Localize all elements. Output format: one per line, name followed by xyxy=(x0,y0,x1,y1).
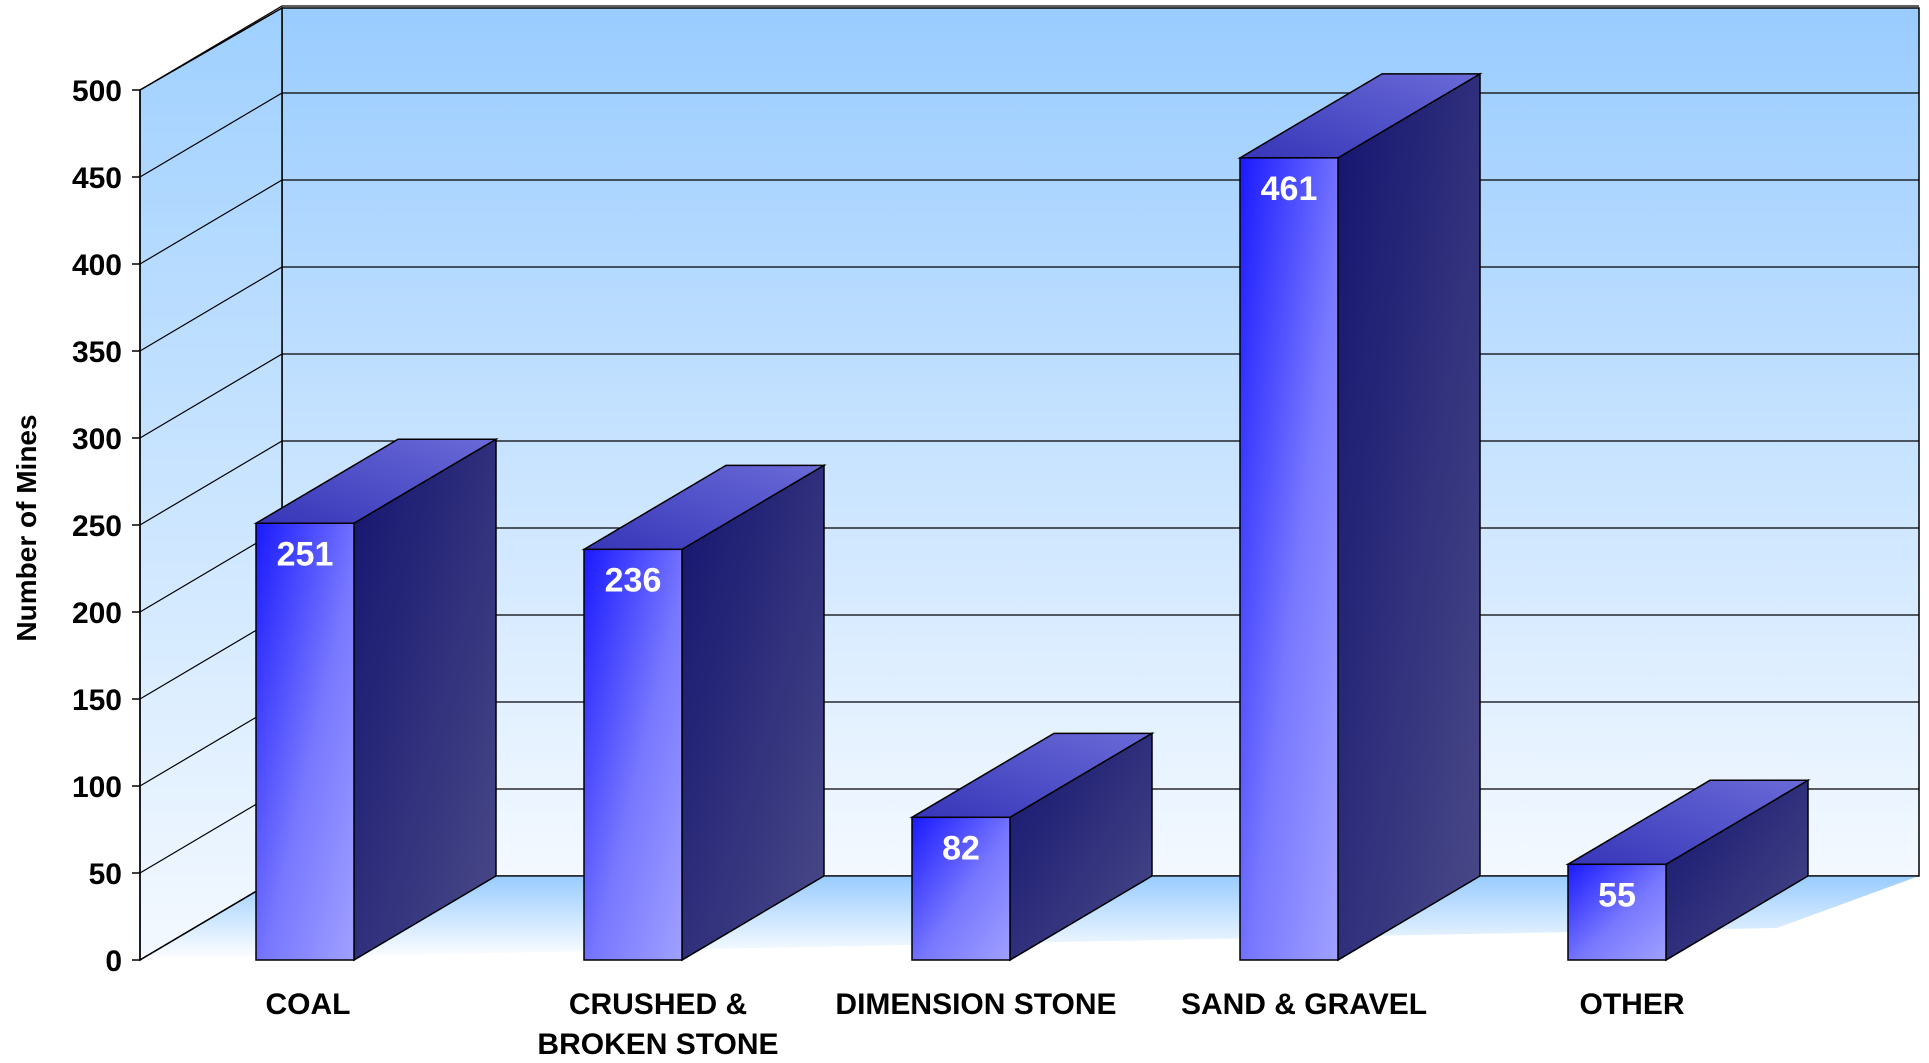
y-axis-title: Number of Mines xyxy=(11,414,42,641)
y-tick-label: 350 xyxy=(72,336,122,369)
bar-front xyxy=(911,816,1011,961)
data-label: 251 xyxy=(277,535,334,573)
y-tick-label: 200 xyxy=(72,597,122,630)
y-tick-label: 300 xyxy=(72,423,122,456)
x-tick-label: DIMENSION STONE xyxy=(835,988,1116,1021)
y-tick-label: 250 xyxy=(72,510,122,543)
bar-front xyxy=(1567,863,1667,961)
y-tick-label: 500 xyxy=(72,75,122,108)
y-tick-label: 150 xyxy=(72,684,122,717)
bar: 236 xyxy=(581,464,827,962)
back-wall xyxy=(281,7,1920,877)
gridline xyxy=(139,5,1919,91)
bar-side xyxy=(1337,72,1481,962)
x-tick-label: CRUSHED & BROKEN STONE xyxy=(537,988,778,1061)
bar-front xyxy=(583,548,683,961)
bar: 251 xyxy=(253,437,499,962)
bar: 461 xyxy=(1237,72,1483,962)
bar-side xyxy=(681,464,825,962)
y-tick-label: 0 xyxy=(105,945,122,978)
y-tick-label: 400 xyxy=(72,249,122,282)
bar-side xyxy=(353,437,497,962)
y-tick-label: 50 xyxy=(89,858,122,891)
bar: 82 xyxy=(909,732,1155,962)
y-tick-label: 450 xyxy=(72,162,122,195)
x-tick-label: COAL xyxy=(266,988,351,1021)
chart-walls xyxy=(139,6,1920,962)
data-label: 82 xyxy=(942,829,980,867)
y-axis-ticks: 0 50 100 150 200 250 300 350 400 450 500 xyxy=(72,75,140,978)
data-label: 461 xyxy=(1261,170,1318,208)
x-tick-label: SAND & GRAVEL xyxy=(1181,988,1427,1021)
bar-front xyxy=(255,522,355,961)
x-tick-label: OTHER xyxy=(1580,988,1685,1021)
x-axis-labels: COAL CRUSHED & BROKEN STONE DIMENSION STONE… xyxy=(266,988,1685,1061)
y-tick-label: 100 xyxy=(72,771,122,804)
bars: 251 236 82 461 55 xyxy=(253,72,1811,962)
data-label: 55 xyxy=(1598,876,1636,914)
bar: 55 xyxy=(1565,778,1811,962)
data-label: 236 xyxy=(605,561,662,599)
bar-front xyxy=(1239,157,1339,961)
